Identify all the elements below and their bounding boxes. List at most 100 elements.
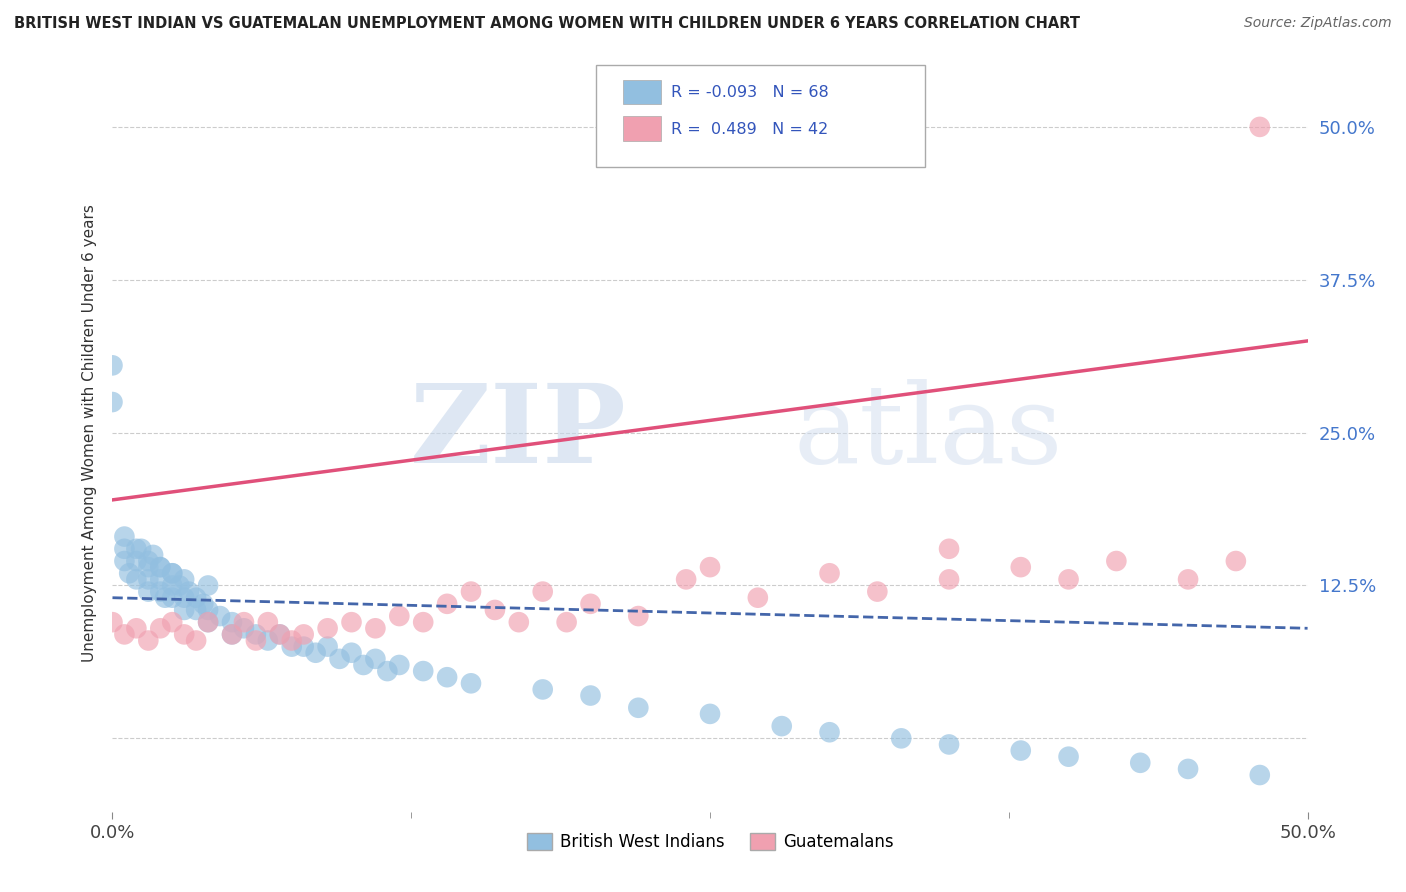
- Point: [412, 664, 434, 678]
- Point: [138, 573, 160, 587]
- Point: [149, 573, 172, 587]
- Point: [138, 633, 160, 648]
- Point: [436, 597, 458, 611]
- Point: [162, 615, 183, 630]
- Point: [193, 597, 215, 611]
- Point: [197, 615, 219, 630]
- Text: R = -0.093   N = 68: R = -0.093 N = 68: [671, 86, 828, 101]
- Point: [162, 566, 183, 581]
- Point: [149, 621, 172, 635]
- Legend: British West Indians, Guatemalans: British West Indians, Guatemalans: [520, 827, 900, 858]
- Point: [340, 646, 363, 660]
- Point: [162, 566, 183, 581]
- Point: [129, 541, 152, 556]
- Point: [770, 719, 793, 733]
- Point: [138, 554, 160, 568]
- Point: [699, 560, 721, 574]
- Point: [1129, 756, 1152, 770]
- Text: BRITISH WEST INDIAN VS GUATEMALAN UNEMPLOYMENT AMONG WOMEN WITH CHILDREN UNDER 6: BRITISH WEST INDIAN VS GUATEMALAN UNEMPL…: [14, 16, 1080, 31]
- Point: [699, 706, 721, 721]
- Point: [138, 560, 160, 574]
- Point: [186, 591, 208, 605]
- Point: [340, 615, 363, 630]
- Point: [364, 621, 387, 635]
- Point: [1057, 749, 1080, 764]
- Point: [233, 615, 256, 630]
- Point: [257, 633, 280, 648]
- Point: [460, 676, 482, 690]
- Point: [1010, 560, 1032, 574]
- Point: [938, 738, 960, 752]
- Point: [125, 541, 148, 556]
- Point: [388, 657, 411, 672]
- Point: [245, 627, 267, 641]
- FancyBboxPatch shape: [623, 80, 661, 104]
- Y-axis label: Unemployment Among Women with Children Under 6 years: Unemployment Among Women with Children U…: [82, 203, 97, 662]
- Point: [938, 541, 960, 556]
- Point: [149, 584, 172, 599]
- Point: [1177, 573, 1199, 587]
- Point: [316, 621, 339, 635]
- Point: [173, 627, 195, 641]
- Point: [436, 670, 458, 684]
- Point: [818, 566, 841, 581]
- Point: [221, 627, 243, 641]
- Point: [186, 603, 208, 617]
- Point: [1249, 768, 1271, 782]
- Point: [818, 725, 841, 739]
- Point: [169, 578, 191, 592]
- Point: [938, 573, 960, 587]
- Point: [1177, 762, 1199, 776]
- Point: [866, 584, 889, 599]
- Point: [153, 591, 176, 605]
- Point: [1057, 573, 1080, 587]
- Text: ZIP: ZIP: [409, 379, 627, 486]
- Point: [149, 560, 172, 574]
- Point: [352, 657, 374, 672]
- Point: [197, 615, 219, 630]
- Text: atlas: atlas: [793, 379, 1063, 486]
- Point: [101, 615, 124, 630]
- Point: [377, 664, 399, 678]
- Point: [388, 609, 411, 624]
- Point: [281, 640, 304, 654]
- Point: [579, 689, 602, 703]
- Point: [138, 584, 160, 599]
- Point: [162, 578, 183, 592]
- FancyBboxPatch shape: [623, 117, 661, 141]
- Point: [197, 603, 219, 617]
- Point: [114, 530, 135, 544]
- Point: [531, 682, 554, 697]
- Point: [508, 615, 530, 630]
- Point: [233, 621, 256, 635]
- Point: [292, 640, 315, 654]
- Point: [149, 560, 172, 574]
- Point: [142, 548, 165, 562]
- Point: [209, 609, 232, 624]
- Point: [269, 627, 291, 641]
- Point: [101, 395, 124, 409]
- Point: [125, 554, 148, 568]
- Point: [114, 541, 135, 556]
- Point: [114, 554, 135, 568]
- Point: [114, 627, 135, 641]
- Point: [197, 578, 219, 592]
- Point: [627, 609, 650, 624]
- Point: [316, 640, 339, 654]
- Point: [173, 591, 195, 605]
- Point: [1249, 120, 1271, 134]
- Point: [1225, 554, 1247, 568]
- Point: [579, 597, 602, 611]
- Point: [125, 573, 148, 587]
- Point: [484, 603, 506, 617]
- Point: [890, 731, 912, 746]
- Text: R =  0.489   N = 42: R = 0.489 N = 42: [671, 122, 828, 136]
- Point: [221, 615, 243, 630]
- Point: [747, 591, 769, 605]
- Point: [269, 627, 291, 641]
- Point: [101, 359, 124, 373]
- Point: [1010, 743, 1032, 757]
- Point: [627, 700, 650, 714]
- Point: [186, 633, 208, 648]
- Point: [221, 627, 243, 641]
